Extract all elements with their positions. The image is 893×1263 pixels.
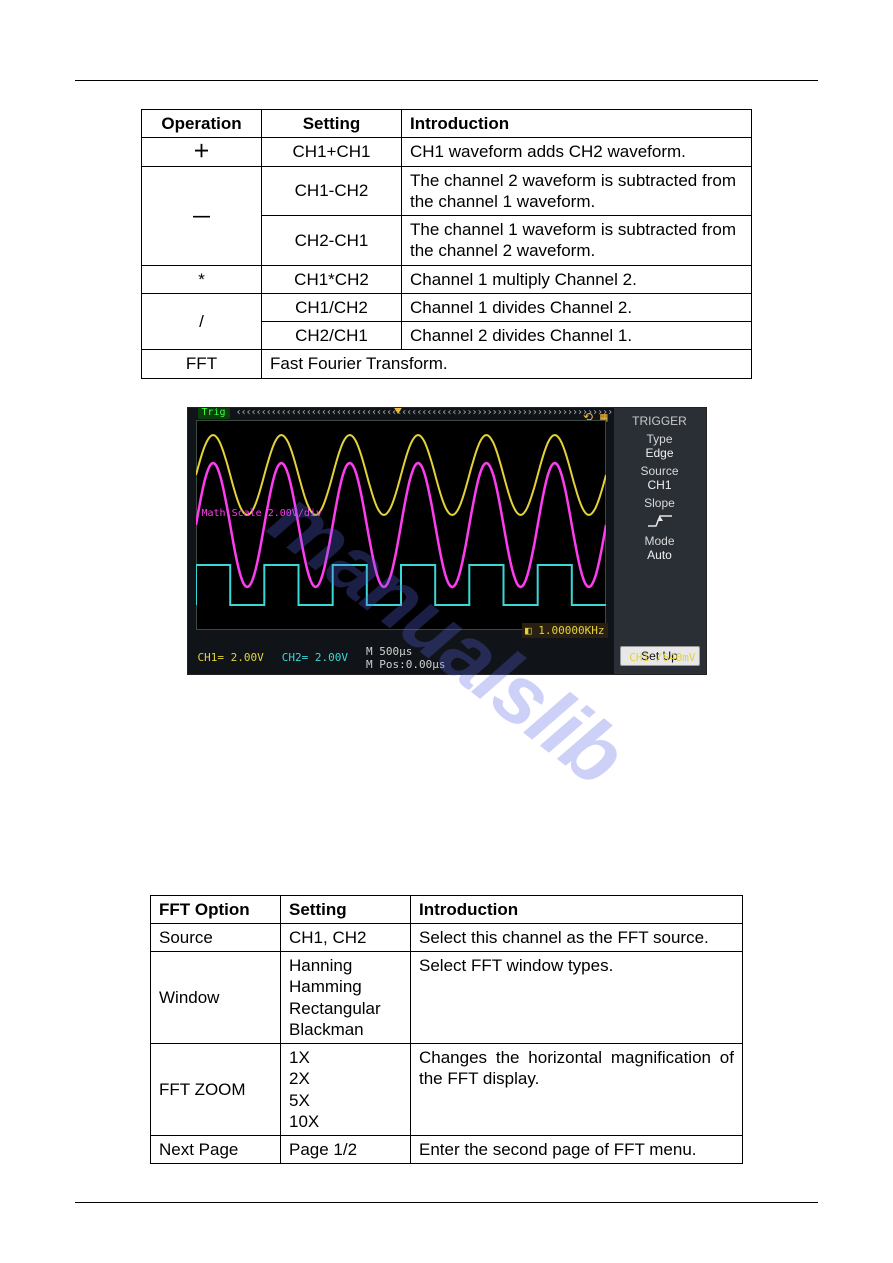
t1-h-intro: Introduction [402,110,752,138]
t1-r3-intro: Channel 1 multiply Channel 2. [402,265,752,293]
t2-r2-intro: Changes the horizontal magnification of … [411,1044,743,1136]
slope-rising-icon[interactable] [646,514,674,528]
t2-r0-set: CH1, CH2 [281,923,411,951]
footer-ch1: CH1= 2.00V [198,652,264,664]
t1-r6-set: Fast Fourier Transform. [262,350,752,378]
t1-h-setting: Setting [262,110,402,138]
source-value[interactable]: CH1 [620,478,700,492]
trigger-status-badge: Trig [198,407,230,419]
top-ticks: ‹‹‹‹‹‹‹‹‹‹‹‹‹‹‹‹‹‹‹‹‹‹‹‹‹‹‹‹‹‹‹‹‹‹‹‹‹‹‹‹… [236,408,678,418]
t2-r1-set: Hanning Hamming Rectangular Blackman [281,952,411,1044]
t1-r2-set: CH2-CH1 [262,216,402,266]
trigger-frequency-value: 1.00000KHz [538,624,604,637]
t1-r3-set: CH1*CH2 [262,265,402,293]
math-scale-label: Math Scale 2.00V/div [202,508,322,519]
bottom-rule [75,1202,818,1203]
t1-h-op: Operation [142,110,262,138]
t1-r2-intro: The channel 1 waveform is subtracted fro… [402,216,752,266]
footer-timebase: M 500µs M Pos:0.00µs [366,646,445,670]
time-marker-icon [393,407,403,414]
t2-r0-intro: Select this channel as the FFT source. [411,923,743,951]
t2-h-set: Setting [281,895,411,923]
footer-m: M 500µs [366,645,412,658]
slope-label: Slope [620,496,700,510]
op-minus: — [142,166,262,265]
t2-r2-opt: FFT ZOOM [151,1044,281,1136]
t2-r3-opt: Next Page [151,1136,281,1164]
mode-label: Mode [620,534,700,548]
t2-h-opt: FFT Option [151,895,281,923]
t1-r5-set: CH2/CH1 [262,322,402,350]
op-fft: FFT [142,350,262,378]
oscilloscope-figure: Trig ‹‹‹‹‹‹‹‹‹‹‹‹‹‹‹‹‹‹‹‹‹‹‹‹‹‹‹‹‹‹‹‹‹‹‹… [187,407,707,675]
t1-r1-set: CH1-CH2 [262,166,402,216]
type-label: Type [620,432,700,446]
t2-r3-intro: Enter the second page of FFT menu. [411,1136,743,1164]
footer-ch2: CH2= 2.00V [282,652,348,664]
t1-r5-intro: Channel 2 divides Channel 1. [402,322,752,350]
waveform-plot [196,420,606,630]
t2-r1-opt: Window [151,952,281,1044]
trigger-panel: TRIGGER Type Edge Source CH1 Slope Mode … [614,408,706,674]
t1-r1-intro: The channel 2 waveform is subtracted fro… [402,166,752,216]
trigger-frequency: ◧ 1.00000KHz [522,623,607,638]
t2-r0-opt: Source [151,923,281,951]
t1-r0-intro: CH1 waveform adds CH2 waveform. [402,138,752,166]
footer-mpos: M Pos:0.00µs [366,658,445,671]
t2-r1-intro: Select FFT window types. [411,952,743,1044]
t2-h-intro: Introduction [411,895,743,923]
footer-trigger: CH1 /640mV [629,652,695,664]
op-div: / [142,293,262,350]
top-rule [75,80,818,81]
t1-r0-set: CH1+CH1 [262,138,402,166]
type-value[interactable]: Edge [620,446,700,460]
op-mult: * [142,265,262,293]
fft-table: FFT Option Setting Introduction Source C… [150,895,743,1165]
source-label: Source [620,464,700,478]
op-plus: ＋ [142,138,262,166]
t1-r4-set: CH1/CH2 [262,293,402,321]
t2-r2-set: 1X 2X 5X 10X [281,1044,411,1136]
t2-r3-set: Page 1/2 [281,1136,411,1164]
operation-table: Operation Setting Introduction ＋ CH1+CH1… [141,109,752,379]
t1-r4-intro: Channel 1 divides Channel 2. [402,293,752,321]
panel-title: TRIGGER [620,414,700,428]
mode-value[interactable]: Auto [620,548,700,562]
